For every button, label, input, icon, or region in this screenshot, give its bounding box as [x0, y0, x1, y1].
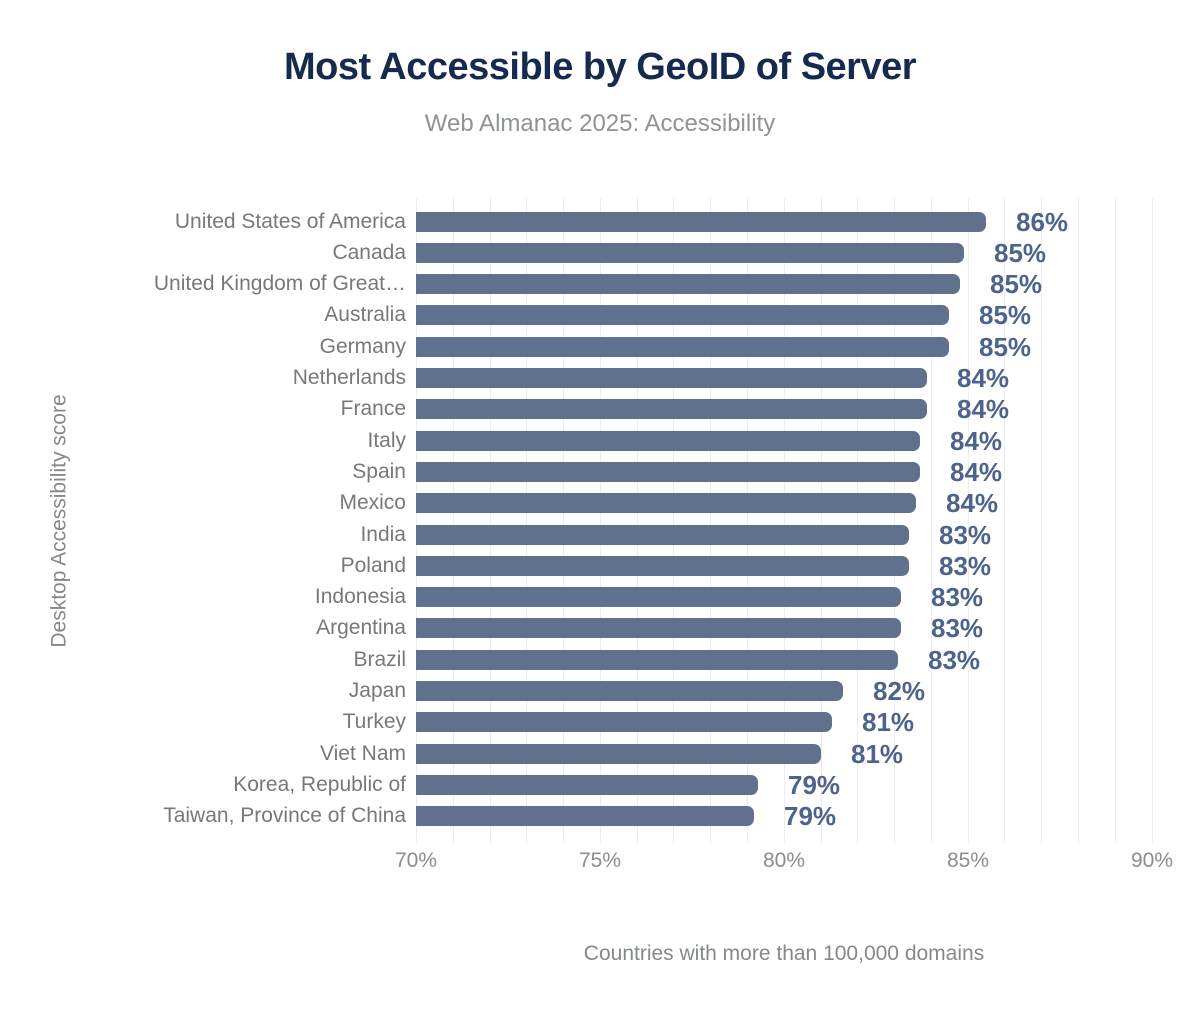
gridline	[453, 198, 454, 843]
category-label: Italy	[367, 428, 406, 452]
category-label: Korea, Republic of	[233, 772, 406, 796]
chart-title: Most Accessible by GeoID of Server	[283, 46, 917, 88]
gridline	[1152, 198, 1153, 843]
gridline	[416, 198, 417, 843]
category-label: Poland	[340, 553, 406, 577]
category-label: Turkey	[342, 710, 406, 734]
gridline	[710, 198, 711, 843]
gridline	[1078, 198, 1079, 843]
value-label: 85%	[979, 331, 1032, 362]
value-label: 83%	[939, 550, 992, 581]
value-label: 83%	[928, 644, 981, 675]
value-label: 85%	[994, 237, 1047, 268]
category-label: Brazil	[353, 647, 406, 671]
category-label: India	[360, 522, 406, 546]
bar[interactable]	[416, 555, 909, 576]
category-label: United Kingdom of Great…	[153, 272, 406, 296]
gridline	[526, 198, 527, 843]
gridline	[857, 198, 858, 843]
gridline	[637, 198, 638, 843]
gridline	[1041, 198, 1042, 843]
value-label: 79%	[784, 801, 837, 832]
category-label: Spain	[352, 459, 406, 483]
bar[interactable]	[416, 712, 832, 733]
bar[interactable]	[416, 336, 949, 357]
value-label: 84%	[950, 425, 1003, 456]
gridline	[968, 198, 969, 843]
gridline	[821, 198, 822, 843]
bar[interactable]	[416, 305, 949, 326]
value-label: 81%	[862, 707, 915, 738]
category-label: Argentina	[316, 616, 406, 640]
gridline	[894, 198, 895, 843]
bar[interactable]	[416, 806, 754, 827]
bar[interactable]	[416, 430, 920, 451]
value-label: 85%	[979, 300, 1032, 331]
category-label: Canada	[332, 240, 406, 264]
value-label: 82%	[873, 676, 926, 706]
bar[interactable]	[416, 461, 920, 482]
gridline	[747, 198, 748, 843]
bar[interactable]	[416, 524, 909, 545]
value-label: 86%	[1016, 206, 1069, 237]
value-label: 83%	[931, 582, 984, 613]
bar[interactable]	[416, 274, 960, 295]
category-label: Australia	[324, 303, 406, 327]
category-label: Mexico	[339, 491, 406, 515]
gridline	[931, 198, 932, 843]
gridline	[1115, 198, 1116, 843]
value-label: 81%	[851, 738, 904, 769]
gridline	[563, 198, 564, 843]
category-label: Netherlands	[292, 366, 406, 389]
category-label: Japan	[348, 679, 406, 702]
gridline	[490, 198, 491, 843]
gridline	[784, 198, 785, 843]
category-label: Indonesia	[314, 585, 406, 609]
category-label: Viet Nam	[320, 741, 406, 765]
category-label: France	[340, 397, 406, 421]
bar[interactable]	[416, 242, 964, 263]
x-tick-label: 80%	[762, 849, 806, 872]
bar[interactable]	[416, 681, 843, 701]
bar[interactable]	[416, 211, 986, 232]
value-label: 83%	[931, 613, 984, 644]
category-label: Taiwan, Province of China	[163, 804, 406, 828]
bar[interactable]	[416, 618, 901, 639]
value-label: 84%	[946, 488, 999, 519]
x-tick-label: 85%	[946, 849, 990, 872]
category-label: Germany	[319, 334, 406, 358]
chart-subtitle: Web Almanac 2025: Accessibility	[424, 110, 776, 137]
gridline	[673, 198, 674, 843]
value-label: 84%	[957, 394, 1010, 425]
value-label: 85%	[990, 269, 1043, 300]
bar[interactable]	[416, 774, 758, 795]
bar[interactable]	[416, 493, 916, 514]
value-label: 84%	[950, 456, 1003, 487]
bar[interactable]	[416, 743, 821, 764]
bar[interactable]	[416, 587, 901, 608]
x-axis-label: Countries with more than 100,000 domains	[583, 942, 985, 965]
x-tick-label: 70%	[394, 849, 438, 872]
bar[interactable]	[416, 649, 898, 670]
gridline	[600, 198, 601, 843]
x-tick-label: 90%	[1130, 849, 1174, 872]
bar[interactable]	[416, 399, 927, 420]
gridline	[1004, 198, 1005, 843]
category-label: United States of America	[174, 209, 406, 233]
x-tick-label: 75%	[578, 849, 622, 872]
value-label: 83%	[939, 519, 992, 550]
value-label: 79%	[788, 769, 841, 800]
bar[interactable]	[416, 368, 927, 388]
value-label: 84%	[957, 363, 1010, 393]
